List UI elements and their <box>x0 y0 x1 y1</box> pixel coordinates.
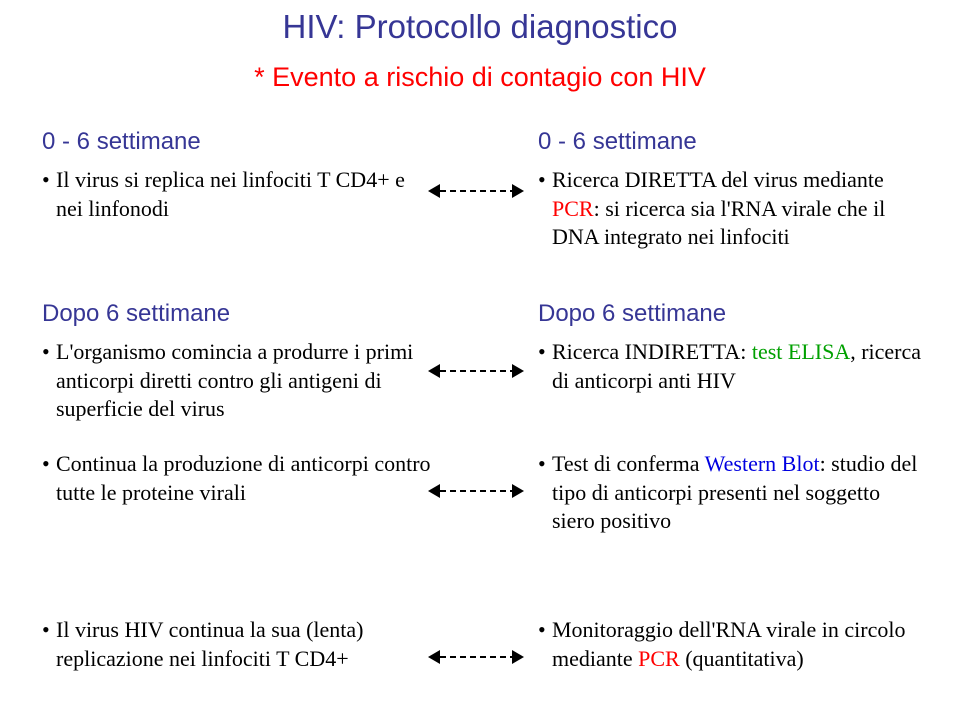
right-block-4-item-1: • Monitoraggio dell'RNA virale in circol… <box>538 616 928 673</box>
right-block-1: 0 - 6 settimane • Ricerca DIRETTA del vi… <box>538 128 928 256</box>
bullet-icon: • <box>538 450 552 479</box>
txt-accent: PCR <box>638 646 680 671</box>
arrow-icon <box>430 190 522 192</box>
right-block-4: • Monitoraggio dell'RNA virale in circol… <box>538 616 928 677</box>
item-text: L'organismo comincia a produrre i primi … <box>56 338 432 424</box>
txt-post: : si ricerca sia l'RNA virale che il DNA… <box>552 196 885 250</box>
right-block-2-item-1: • Ricerca INDIRETTA: test ELISA, ricerca… <box>538 338 928 395</box>
txt-pre: Ricerca DIRETTA del virus mediante <box>552 167 884 192</box>
item-text: Ricerca DIRETTA del virus mediante PCR: … <box>552 166 928 252</box>
right-block-2: Dopo 6 settimane • Ricerca INDIRETTA: te… <box>538 300 928 399</box>
bullet-icon: • <box>42 450 56 479</box>
bullet-icon: • <box>42 166 56 195</box>
page-subtitle: * Evento a rischio di contagio con HIV <box>0 62 960 93</box>
left-block-4-item-1: • Il virus HIV continua la sua (lenta) r… <box>42 616 432 673</box>
left-block-3-item-1: • Continua la produzione di anticorpi co… <box>42 450 432 507</box>
bullet-icon: • <box>42 338 56 367</box>
left-block-2: Dopo 6 settimane • L'organismo comincia … <box>42 300 432 428</box>
txt-pre: Ricerca INDIRETTA: <box>552 339 752 364</box>
left-block-2-heading: Dopo 6 settimane <box>42 300 432 328</box>
right-block-1-heading: 0 - 6 settimane <box>538 128 928 156</box>
bullet-icon: • <box>42 616 56 645</box>
right-block-2-heading: Dopo 6 settimane <box>538 300 928 328</box>
bullet-icon: • <box>538 166 552 195</box>
item-text: Monitoraggio dell'RNA virale in circolo … <box>552 616 928 673</box>
txt-accent: test ELISA <box>752 339 850 364</box>
left-block-1-heading: 0 - 6 settimane <box>42 128 432 156</box>
left-block-1-item-1: • Il virus si replica nei linfociti T CD… <box>42 166 432 223</box>
item-text: Il virus HIV continua la sua (lenta) rep… <box>56 616 432 673</box>
arrow-icon <box>430 370 522 372</box>
txt-accent: PCR <box>552 196 594 221</box>
right-block-1-item-1: • Ricerca DIRETTA del virus mediante PCR… <box>538 166 928 252</box>
left-block-1: 0 - 6 settimane • Il virus si replica ne… <box>42 128 432 227</box>
left-block-2-item-1: • L'organismo comincia a produrre i prim… <box>42 338 432 424</box>
left-block-3: • Continua la produzione di anticorpi co… <box>42 450 432 511</box>
item-text: Ricerca INDIRETTA: test ELISA, ricerca d… <box>552 338 928 395</box>
right-block-3: • Test di conferma Western Blot: studio … <box>538 450 928 540</box>
arrow-icon <box>430 490 522 492</box>
arrow-icon <box>430 656 522 658</box>
page-title: HIV: Protocollo diagnostico <box>0 8 960 46</box>
item-text: Continua la produzione di anticorpi cont… <box>56 450 432 507</box>
left-block-4: • Il virus HIV continua la sua (lenta) r… <box>42 616 432 677</box>
item-text: Il virus si replica nei linfociti T CD4+… <box>56 166 432 223</box>
right-block-3-item-1: • Test di conferma Western Blot: studio … <box>538 450 928 536</box>
bullet-icon: • <box>538 338 552 367</box>
txt-pre: Test di conferma <box>552 451 705 476</box>
bullet-icon: • <box>538 616 552 645</box>
item-text: Test di conferma Western Blot: studio de… <box>552 450 928 536</box>
txt-accent: Western Blot <box>705 451 820 476</box>
txt-post: (quantitativa) <box>680 646 804 671</box>
